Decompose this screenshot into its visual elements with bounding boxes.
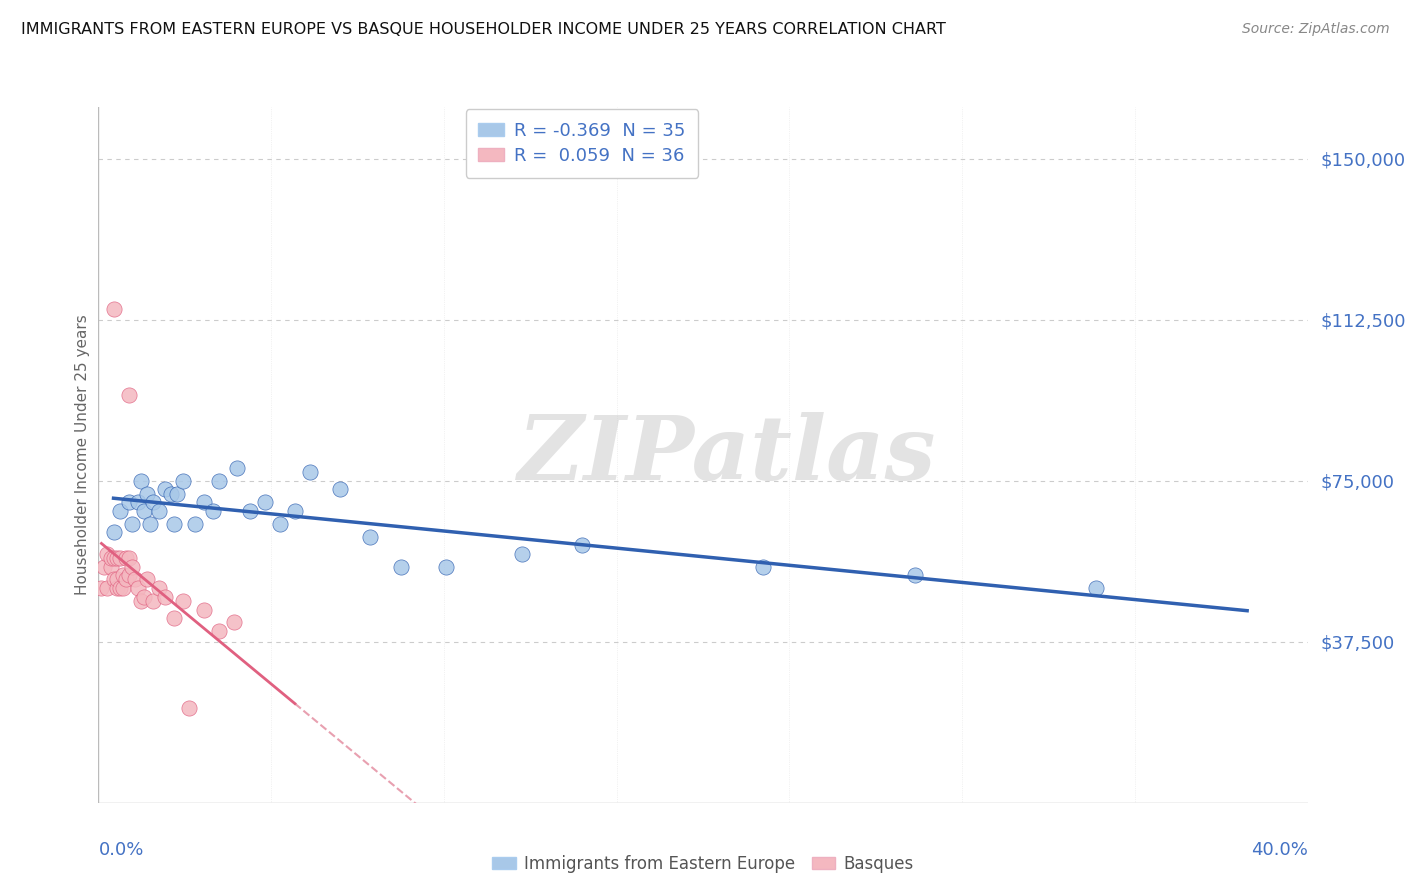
- Point: [135, 573, 157, 587]
- Point: [105, 573, 128, 587]
- Point: [118, 495, 141, 509]
- Point: [105, 551, 128, 566]
- Point: [114, 551, 136, 566]
- Point: [142, 594, 165, 608]
- Point: [118, 568, 141, 582]
- Point: [224, 615, 246, 630]
- Point: [172, 594, 194, 608]
- Point: [208, 474, 231, 488]
- Point: [105, 581, 128, 595]
- Text: Source: ZipAtlas.com: Source: ZipAtlas.com: [1241, 22, 1389, 37]
- Point: [103, 573, 125, 587]
- Point: [193, 602, 215, 616]
- Point: [108, 504, 131, 518]
- Point: [127, 581, 149, 595]
- Point: [299, 465, 322, 479]
- Point: [103, 551, 125, 566]
- Point: [160, 486, 183, 500]
- Point: [284, 504, 307, 518]
- Point: [129, 594, 152, 608]
- Point: [202, 504, 225, 518]
- Point: [93, 559, 115, 574]
- Point: [253, 495, 276, 509]
- Point: [121, 559, 143, 574]
- Point: [108, 581, 131, 595]
- Point: [1085, 581, 1108, 595]
- Point: [96, 581, 118, 595]
- Point: [124, 573, 146, 587]
- Text: ZIPatlas: ZIPatlas: [519, 412, 936, 498]
- Legend: Immigrants from Eastern Europe, Basques: Immigrants from Eastern Europe, Basques: [485, 848, 921, 880]
- Y-axis label: Householder Income Under 25 years: Householder Income Under 25 years: [75, 315, 90, 595]
- Text: 40.0%: 40.0%: [1251, 841, 1308, 859]
- Point: [111, 581, 134, 595]
- Text: 0.0%: 0.0%: [98, 841, 143, 859]
- Point: [226, 460, 249, 475]
- Point: [153, 483, 176, 497]
- Point: [148, 581, 170, 595]
- Point: [360, 529, 382, 543]
- Point: [177, 701, 201, 715]
- Point: [239, 504, 262, 518]
- Point: [166, 486, 188, 500]
- Point: [118, 388, 141, 402]
- Point: [510, 547, 533, 561]
- Point: [163, 611, 186, 625]
- Text: IMMIGRANTS FROM EASTERN EUROPE VS BASQUE HOUSEHOLDER INCOME UNDER 25 YEARS CORRE: IMMIGRANTS FROM EASTERN EUROPE VS BASQUE…: [21, 22, 946, 37]
- Point: [100, 559, 122, 574]
- Point: [571, 538, 593, 552]
- Point: [127, 495, 149, 509]
- Point: [193, 495, 215, 509]
- Point: [269, 516, 291, 531]
- Point: [163, 516, 186, 531]
- Point: [208, 624, 231, 638]
- Point: [142, 495, 165, 509]
- Point: [135, 486, 157, 500]
- Point: [108, 551, 131, 566]
- Point: [172, 474, 194, 488]
- Point: [184, 516, 207, 531]
- Point: [96, 547, 118, 561]
- Point: [389, 559, 412, 574]
- Point: [434, 559, 457, 574]
- Point: [111, 568, 134, 582]
- Point: [148, 504, 170, 518]
- Point: [103, 525, 125, 540]
- Point: [129, 474, 152, 488]
- Point: [153, 590, 176, 604]
- Legend: R = -0.369  N = 35, R =  0.059  N = 36: R = -0.369 N = 35, R = 0.059 N = 36: [465, 109, 699, 178]
- Point: [118, 551, 141, 566]
- Point: [114, 573, 136, 587]
- Point: [90, 581, 112, 595]
- Point: [904, 568, 927, 582]
- Point: [139, 516, 162, 531]
- Point: [100, 551, 122, 566]
- Point: [132, 590, 155, 604]
- Point: [329, 483, 352, 497]
- Point: [103, 301, 125, 316]
- Point: [132, 504, 155, 518]
- Point: [752, 559, 775, 574]
- Point: [121, 516, 143, 531]
